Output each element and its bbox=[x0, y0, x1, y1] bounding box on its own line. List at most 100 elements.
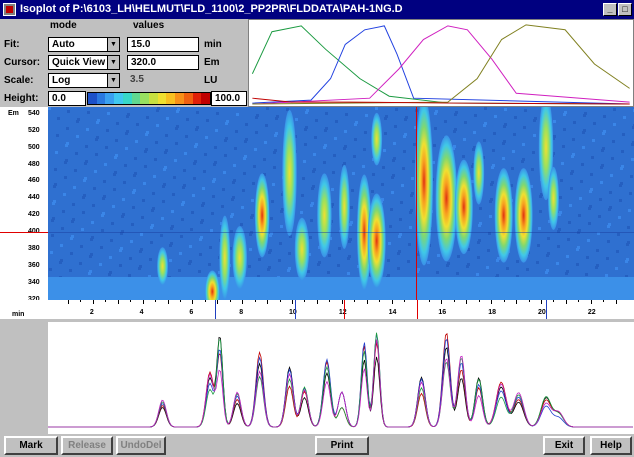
x-tick-mark bbox=[503, 300, 505, 302]
x-tick-label: 12 bbox=[338, 309, 347, 316]
x-tick-mark bbox=[217, 300, 219, 304]
x-tick-label: 4 bbox=[139, 309, 144, 316]
x-tick-mark bbox=[130, 300, 132, 302]
x-tick-mark bbox=[229, 300, 231, 302]
time-marker bbox=[294, 300, 296, 319]
isoplot-x-axis: 2 4 6 8 10 12 14 16 18 20 22 min bbox=[0, 300, 634, 319]
exit-button[interactable]: Exit bbox=[543, 436, 585, 455]
chromatogram-trace bbox=[48, 332, 633, 428]
x-tick-mark bbox=[304, 300, 306, 302]
mark-button[interactable]: Mark bbox=[4, 436, 58, 455]
x-tick-mark bbox=[292, 300, 294, 304]
x-tick-mark bbox=[578, 300, 580, 302]
y-tick-label: 460 bbox=[28, 177, 40, 185]
color-palette-bar bbox=[87, 92, 211, 105]
x-tick-mark bbox=[354, 300, 356, 302]
height-label: Height: bbox=[4, 93, 39, 104]
undodel-button[interactable]: UndoDel bbox=[116, 436, 166, 455]
x-tick-mark bbox=[316, 300, 318, 304]
contour-peak bbox=[219, 215, 231, 300]
values-header: values bbox=[133, 20, 165, 31]
x-tick-mark bbox=[404, 300, 406, 302]
y-tick-label: 420 bbox=[28, 211, 40, 219]
x-tick-mark bbox=[516, 300, 518, 304]
x-tick-mark bbox=[615, 300, 617, 304]
contour-peak bbox=[473, 141, 485, 205]
x-tick-label: 14 bbox=[388, 309, 397, 316]
contour-peak bbox=[317, 173, 332, 258]
x-tick-mark bbox=[267, 300, 269, 304]
fit-value-input[interactable]: 15.0 bbox=[127, 37, 199, 52]
palette-swatch bbox=[122, 93, 132, 104]
contour-peak bbox=[294, 217, 310, 281]
x-tick-label: 22 bbox=[587, 309, 596, 316]
palette-swatch bbox=[192, 93, 202, 104]
fit-mode-select[interactable]: Auto ▼ bbox=[48, 37, 120, 52]
x-tick-mark bbox=[553, 300, 555, 302]
cursor-value-input[interactable]: 320.0 bbox=[127, 55, 199, 70]
x-tick-mark bbox=[565, 300, 567, 304]
minimize-button[interactable]: _ bbox=[603, 3, 617, 16]
palette-swatch bbox=[149, 93, 158, 104]
chevron-down-icon[interactable]: ▼ bbox=[107, 37, 120, 52]
time-marker bbox=[546, 300, 547, 319]
palette-swatch bbox=[201, 93, 211, 104]
x-tick-mark bbox=[105, 300, 107, 302]
palette-swatch bbox=[140, 93, 150, 104]
contour-peak bbox=[367, 193, 386, 288]
scale-value: 3.5 bbox=[127, 73, 199, 88]
palette-swatch bbox=[131, 93, 141, 104]
contour-peak bbox=[435, 135, 458, 262]
contour-peak bbox=[232, 226, 247, 290]
x-tick-mark bbox=[366, 300, 368, 304]
x-tick-mark bbox=[142, 300, 144, 304]
palette-swatch bbox=[157, 93, 167, 104]
height-min-input[interactable]: 0.0 bbox=[48, 91, 86, 106]
release-button[interactable]: Release bbox=[61, 436, 113, 455]
x-tick-mark bbox=[242, 300, 244, 304]
x-tick-mark bbox=[528, 300, 530, 302]
x-tick-mark bbox=[67, 300, 69, 304]
x-tick-mark bbox=[80, 300, 82, 302]
y-tick-label: 520 bbox=[28, 126, 40, 134]
x-tick-mark bbox=[254, 300, 256, 302]
scale-label: Scale: bbox=[4, 75, 34, 86]
isoplot-contour-map[interactable] bbox=[48, 107, 634, 300]
isoplot-y-axis: Em 540 520 500 480 460 440 420 400 380 360 340 320 bbox=[0, 107, 48, 319]
chevron-down-icon[interactable]: ▼ bbox=[107, 55, 120, 70]
cursor-mode-value: Quick View bbox=[52, 57, 106, 68]
maximize-button[interactable]: □ bbox=[618, 3, 632, 16]
y-tick-label: 500 bbox=[28, 143, 40, 151]
y-axis-title: Em bbox=[8, 110, 19, 117]
title-bar: Isoplot of P:\6103_LH\HELMUT\FLD_1100\2_… bbox=[0, 0, 634, 19]
print-button[interactable]: Print bbox=[315, 436, 369, 455]
x-tick-mark bbox=[453, 300, 455, 302]
x-tick-label: 20 bbox=[538, 309, 546, 316]
x-tick-mark bbox=[117, 300, 119, 304]
chromatogram-margin bbox=[0, 322, 48, 434]
chevron-down-icon[interactable]: ▼ bbox=[107, 73, 120, 88]
x-axis-title: min bbox=[12, 311, 25, 318]
help-button[interactable]: Help bbox=[590, 436, 632, 455]
x-tick-mark bbox=[478, 300, 480, 302]
x-tick-label: 16 bbox=[438, 309, 447, 316]
x-tick-mark bbox=[491, 300, 493, 304]
contour-peak bbox=[414, 107, 433, 266]
height-max-input[interactable]: 100.0 bbox=[211, 91, 247, 106]
y-tick-label: 360 bbox=[28, 262, 40, 270]
x-tick-mark bbox=[279, 300, 281, 302]
chromatogram-plot[interactable] bbox=[48, 322, 634, 434]
fit-label: Fit: bbox=[4, 39, 20, 50]
contour-peak bbox=[282, 110, 297, 237]
scale-mode-select[interactable]: Log ▼ bbox=[48, 73, 120, 88]
palette-swatch bbox=[183, 93, 193, 104]
spectrum-curve bbox=[252, 25, 630, 105]
spectrum-curve bbox=[251, 25, 630, 105]
spectrum-curve bbox=[252, 24, 630, 105]
chromatogram-trace bbox=[48, 332, 633, 428]
x-tick-mark bbox=[441, 300, 443, 304]
cursor-label: Cursor: bbox=[4, 57, 41, 68]
cursor-mode-select[interactable]: Quick View ▼ bbox=[48, 55, 120, 70]
cursor-unit: Em bbox=[204, 57, 220, 68]
time-marker bbox=[214, 300, 216, 319]
